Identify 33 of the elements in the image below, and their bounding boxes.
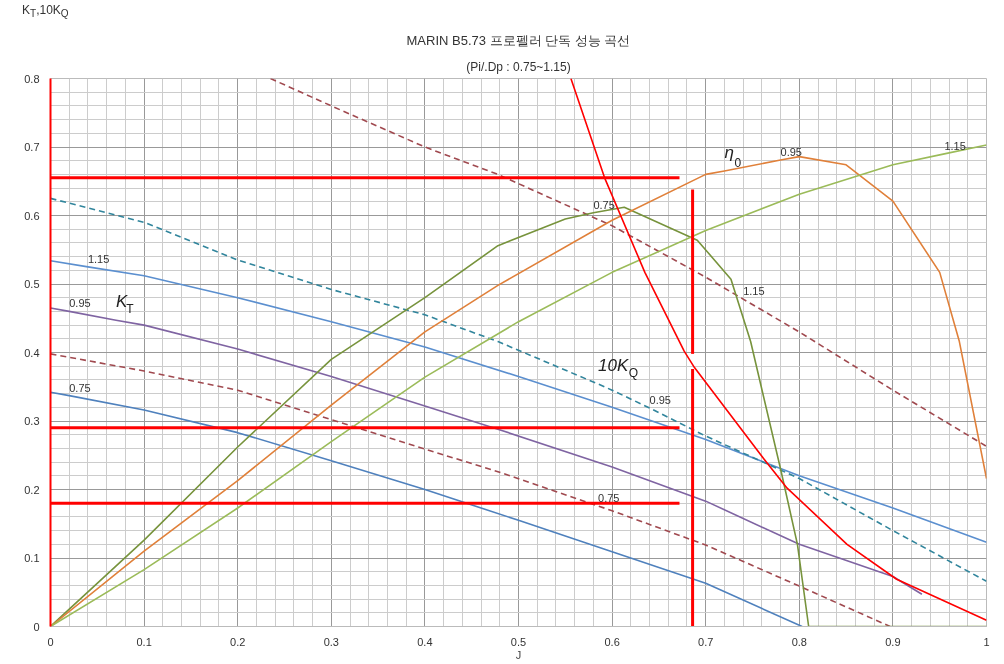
x-tick-label: 1 [983, 635, 990, 648]
y-tick-label: 0.4 [24, 346, 40, 359]
annotation: 0.75 [598, 491, 620, 504]
y-tick-label: 0.8 [24, 72, 40, 85]
annotation: 1.15 [743, 285, 765, 298]
y-tick-label: 0.2 [24, 483, 40, 496]
annotation: 0.95 [780, 146, 802, 159]
y-tick-label: 0.5 [24, 278, 40, 290]
x-tick-label: 0.8 [791, 635, 807, 648]
chart-subtitle: (Pi/.Dp : 0.75~1.15) [466, 59, 571, 74]
x-tick-label: 0.5 [510, 635, 527, 648]
x-tick-label: 0 [47, 635, 54, 648]
annotation: 0.95 [649, 393, 671, 406]
x-tick-label: 0.4 [417, 635, 433, 648]
annotation: 1.15 [87, 252, 110, 265]
x-tick-label: 0.3 [323, 635, 339, 648]
annotation: 1.15 [944, 139, 966, 152]
y-tick-label: 0.7 [24, 141, 40, 153]
x-tick-label: 0.1 [136, 635, 152, 648]
y-tick-label: 0.1 [24, 552, 40, 564]
annotation: 0.95 [69, 297, 91, 310]
x-tick-label: 0.7 [698, 635, 714, 648]
x-tick-label: 0.9 [885, 635, 901, 648]
x-axis-title: J [515, 648, 522, 661]
y-tick-label: 0 [33, 620, 40, 633]
y-axis-title: K$_{T}$,10K$_{Q}$ [22, 3, 69, 20]
x-tick-label: 0.2 [230, 635, 246, 648]
x-tick-label: 0.6 [604, 635, 620, 648]
chart-title: MARIN B5.73 프로펠러 단독 성능 곡선 [406, 32, 631, 48]
y-tick-label: 0.3 [24, 415, 40, 427]
annotation: 0.75 [69, 381, 91, 394]
annotation: 0.75 [593, 198, 615, 211]
y-tick-label: 0.6 [24, 209, 40, 222]
